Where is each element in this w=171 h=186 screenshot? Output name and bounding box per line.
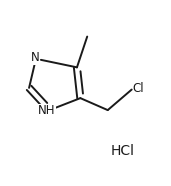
Text: HCl: HCl xyxy=(111,144,135,158)
Text: N: N xyxy=(31,52,40,64)
Text: Cl: Cl xyxy=(133,82,144,95)
Text: NH: NH xyxy=(38,105,56,117)
